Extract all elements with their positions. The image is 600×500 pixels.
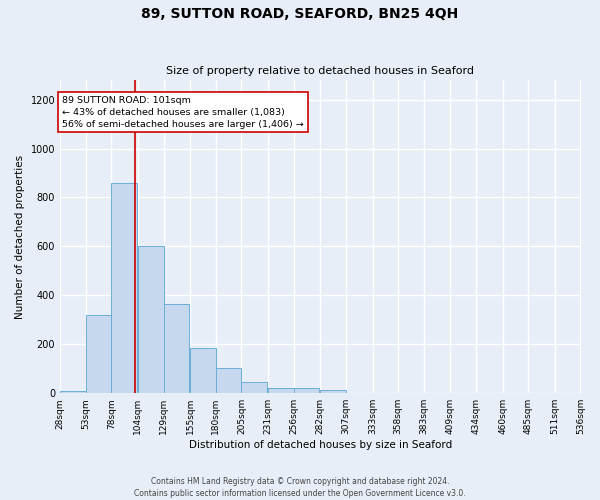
Bar [111,183,137,393]
Bar [86,315,111,393]
Y-axis label: Number of detached properties: Number of detached properties [15,154,25,318]
Bar [241,382,267,393]
Bar [216,368,241,393]
Text: Contains HM Land Registry data © Crown copyright and database right 2024.
Contai: Contains HM Land Registry data © Crown c… [134,476,466,498]
Bar [60,391,86,393]
Text: 89 SUTTON ROAD: 101sqm
← 43% of detached houses are smaller (1,083)
56% of semi-: 89 SUTTON ROAD: 101sqm ← 43% of detached… [62,96,304,128]
Text: 89, SUTTON ROAD, SEAFORD, BN25 4QH: 89, SUTTON ROAD, SEAFORD, BN25 4QH [142,8,458,22]
Bar [164,304,189,393]
Title: Size of property relative to detached houses in Seaford: Size of property relative to detached ho… [166,66,474,76]
Bar [138,246,164,393]
Bar [293,388,319,393]
X-axis label: Distribution of detached houses by size in Seaford: Distribution of detached houses by size … [188,440,452,450]
Bar [190,348,216,393]
Bar [320,390,346,393]
Bar [268,388,293,393]
